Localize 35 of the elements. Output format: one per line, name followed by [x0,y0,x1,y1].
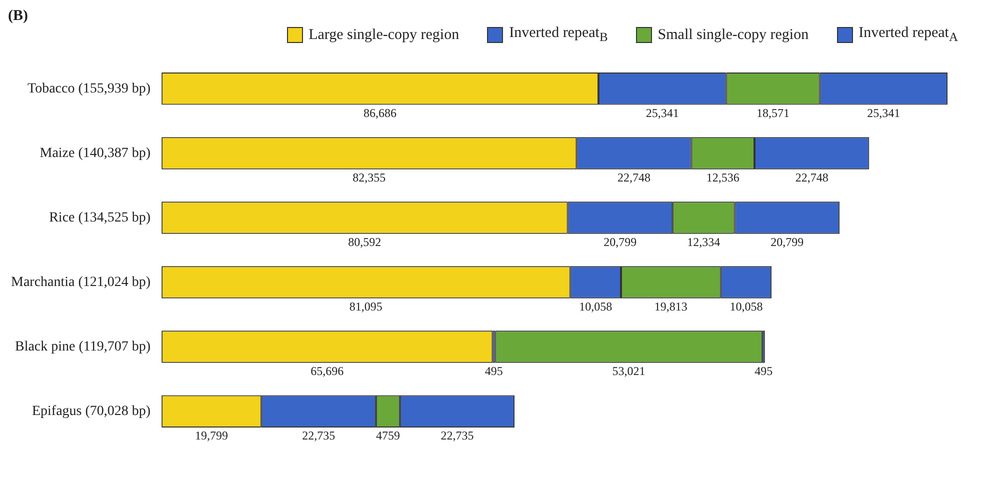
data-label: 80,592 [348,235,382,250]
data-label: 4759 [376,428,400,443]
y-tick-label: Tobacco (155,939 bp) [28,81,151,96]
y-tick-label: Black pine (119,707 bp) [14,339,151,354]
data-label: 12,334 [687,235,720,250]
data-label: 22,735 [302,428,336,443]
data-label: 22,735 [440,428,474,443]
y-tick-label: Maize (140,387 bp) [40,146,151,161]
y-tick-label: Marchantia (121,024 bp) [10,274,151,290]
data-label: 25,341 [867,106,900,120]
data-label: 22,748 [795,170,828,184]
data-label: 10,058 [730,300,763,314]
data-label: 495 [484,364,503,378]
data-label: 25,341 [646,106,679,120]
legend-label: Inverted repeat$_{A}$ [858,25,958,45]
data-label: 12,536 [706,170,740,184]
data-label: 82,355 [352,170,386,184]
data-label: 81,095 [349,300,382,314]
data-label: 22,748 [617,170,650,184]
data-label: 53,021 [612,364,646,378]
text: (B) [8,8,29,25]
legend-label: Small single-copy region [658,26,809,44]
data-label: 10,058 [579,300,612,314]
data-label: 19,799 [194,428,228,443]
data-label: 65,696 [310,364,344,378]
data-label: 20,799 [770,235,804,250]
data-label: 18,571 [756,106,790,120]
data-label: 19,813 [654,300,688,314]
data-label: 495 [754,364,773,378]
data-label: 86,686 [364,106,397,120]
y-tick-label: Epifagus (70,028 bp) [32,404,151,420]
data-label: 20,799 [604,235,637,250]
legend-label: Large single-copy region [308,26,460,44]
legend-label: Inverted repeat$_{B}$ [509,25,608,45]
y-tick-label: Rice (134,525 bp) [49,210,151,226]
